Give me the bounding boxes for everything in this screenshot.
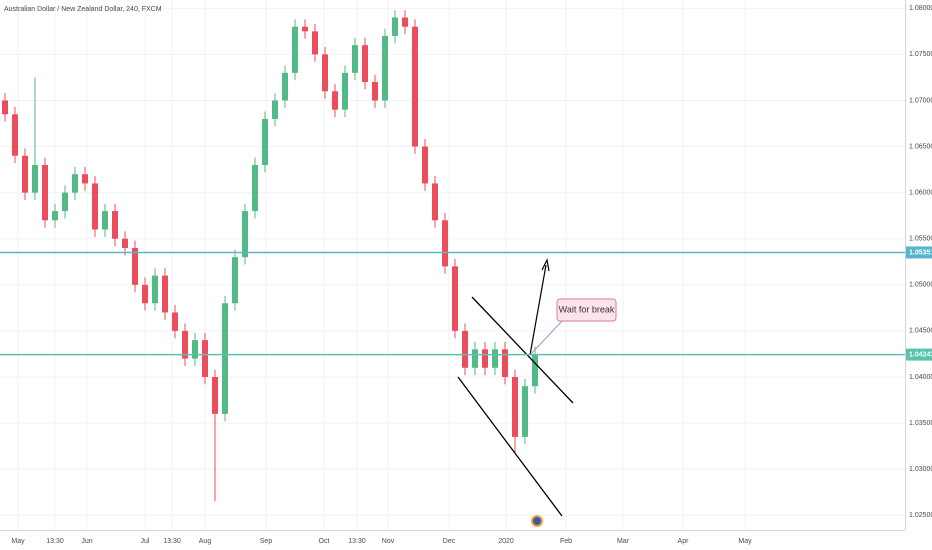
candle-body bbox=[252, 164, 258, 212]
candle-body bbox=[132, 247, 138, 285]
candle-body bbox=[72, 174, 78, 193]
chart-title: Australian Dollar / New Zealand Dollar, … bbox=[4, 6, 162, 13]
annotation: Wait for break bbox=[559, 304, 615, 314]
y-tick-label: 1.04500 bbox=[909, 328, 932, 335]
callout-pointer bbox=[529, 320, 563, 356]
candle-body bbox=[462, 330, 468, 368]
x-tick-label: 2020 bbox=[498, 538, 514, 545]
candle-body bbox=[102, 211, 108, 230]
candle-body bbox=[42, 164, 48, 221]
breakout-arrow bbox=[529, 264, 547, 356]
arrow-head bbox=[541, 258, 550, 272]
candle-body bbox=[362, 45, 368, 83]
price-label-box bbox=[906, 246, 932, 259]
candle-body bbox=[402, 17, 408, 27]
candle-body bbox=[292, 26, 298, 73]
candle-body bbox=[122, 238, 128, 248]
candle-body bbox=[322, 54, 328, 92]
x-tick-label: Oct bbox=[319, 538, 330, 545]
y-tick-label: 1.03500 bbox=[909, 420, 932, 427]
candle-body bbox=[502, 349, 508, 377]
candle-body bbox=[272, 100, 278, 119]
candle-body bbox=[232, 257, 238, 304]
y-tick-label: 1.06500 bbox=[909, 143, 932, 150]
candle-body bbox=[162, 275, 168, 313]
candle-body bbox=[212, 376, 218, 414]
grid-layer bbox=[0, 0, 905, 530]
price-label: 1.04243 bbox=[909, 351, 932, 358]
x-tick-label: May bbox=[738, 538, 752, 545]
price-label-box bbox=[906, 348, 932, 361]
candle-body bbox=[172, 312, 178, 331]
candle-body bbox=[392, 17, 398, 36]
y-tick-label: 1.05000 bbox=[909, 282, 932, 289]
candle-body bbox=[82, 174, 88, 184]
candle-body bbox=[2, 100, 8, 115]
candle-body bbox=[412, 26, 418, 147]
y-tick-label: 1.05500 bbox=[909, 236, 932, 243]
logo-core bbox=[533, 517, 541, 525]
candle-body bbox=[282, 72, 288, 101]
candle-body bbox=[372, 82, 378, 101]
candle-body bbox=[332, 91, 338, 110]
candle-body bbox=[112, 211, 118, 239]
callout-box bbox=[556, 298, 617, 322]
candle-body bbox=[352, 45, 358, 73]
x-tick-label: Aug bbox=[199, 538, 212, 545]
candle-body bbox=[202, 340, 208, 377]
x-tick-label: 13:30 bbox=[163, 538, 181, 545]
candle-body bbox=[482, 349, 488, 368]
y-tick-label: 1.08000 bbox=[909, 5, 932, 12]
x-tick-label: 13:30 bbox=[46, 538, 64, 545]
y-tick-label: 1.07500 bbox=[909, 51, 932, 58]
y-tick-label: 1.04000 bbox=[909, 374, 932, 381]
y-tick-label: 1.07000 bbox=[909, 97, 932, 104]
x-tick-label: Feb bbox=[560, 538, 572, 545]
candle-body bbox=[492, 349, 498, 368]
candle-body bbox=[12, 114, 18, 156]
candle-body bbox=[312, 31, 318, 55]
x-tick-label: Nov bbox=[382, 538, 395, 545]
x-tick-label: 13:30 bbox=[348, 538, 366, 545]
candle-body bbox=[422, 146, 428, 184]
candle-body bbox=[22, 155, 28, 193]
x-tick-label: Jun bbox=[81, 538, 92, 545]
x-tick-label: Apr bbox=[678, 538, 690, 545]
channel-upper bbox=[471, 296, 574, 404]
candle-body bbox=[342, 72, 348, 110]
candle-body bbox=[532, 353, 538, 387]
candle-body bbox=[32, 164, 38, 193]
candle-body bbox=[142, 284, 148, 304]
y-tick-label: 1.02500 bbox=[909, 512, 932, 519]
candle-body bbox=[192, 340, 198, 359]
candle-body bbox=[522, 386, 528, 437]
candle-body bbox=[182, 330, 188, 359]
channel-lower bbox=[457, 376, 563, 517]
x-tick-label: Mar bbox=[617, 538, 630, 545]
candle-body bbox=[62, 192, 68, 212]
y-tick-label: 1.03000 bbox=[909, 466, 932, 473]
x-tick-label: Sep bbox=[260, 538, 273, 545]
candle-layer bbox=[2, 10, 538, 502]
candle-body bbox=[382, 35, 388, 101]
price-label: 1.05351 bbox=[909, 249, 932, 256]
candle-body bbox=[512, 376, 518, 437]
candle-body bbox=[152, 275, 158, 304]
y-tick-label: 1.06000 bbox=[909, 189, 932, 196]
x-tick-label: Dec bbox=[443, 538, 456, 545]
candle-body bbox=[302, 26, 308, 32]
candle-body bbox=[52, 211, 58, 221]
candle-body bbox=[442, 220, 448, 267]
candle-body bbox=[242, 211, 248, 258]
candle-body bbox=[452, 266, 458, 331]
candle-body bbox=[222, 303, 228, 414]
x-tick-label: May bbox=[11, 538, 25, 545]
candle-body bbox=[92, 183, 98, 230]
candle-body bbox=[432, 183, 438, 221]
candle-body bbox=[472, 349, 478, 368]
x-tick-label: Jul bbox=[141, 538, 150, 545]
candle-body bbox=[262, 118, 268, 165]
